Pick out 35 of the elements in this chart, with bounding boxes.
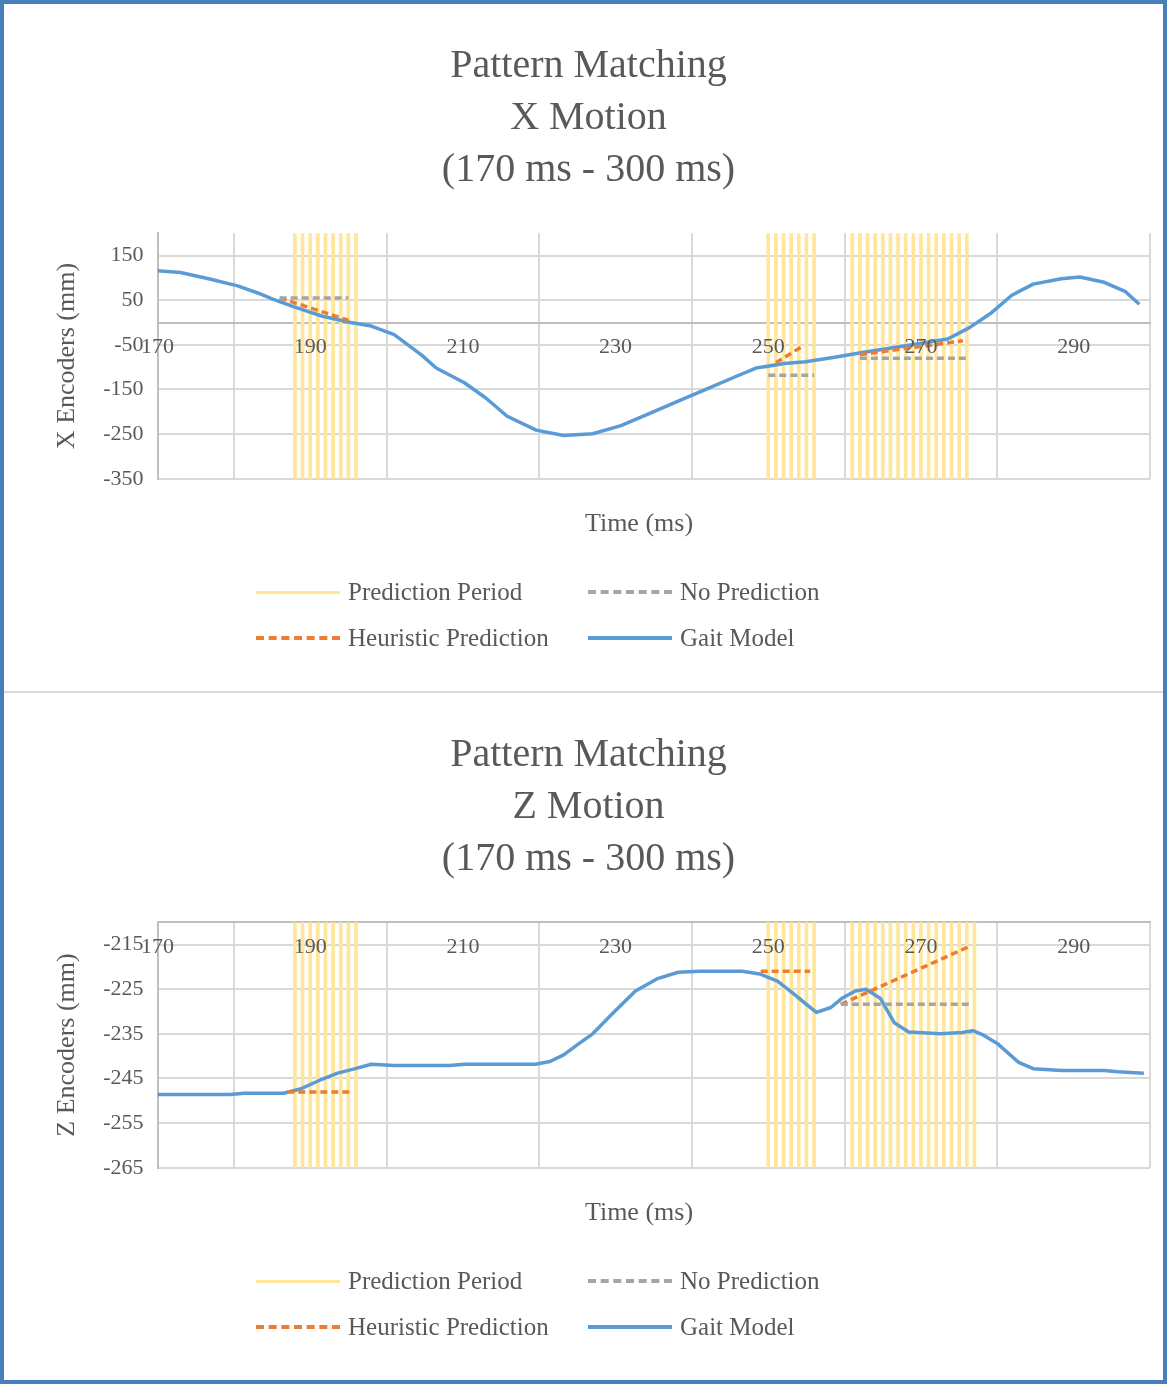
y-tick-label: -225 <box>103 974 144 1000</box>
y-tick-label: -215 <box>103 930 144 956</box>
x-tick-label: 230 <box>599 933 633 959</box>
x-tick-label: 270 <box>904 933 938 959</box>
x-tick-label: 290 <box>1057 333 1091 359</box>
legend-label: Prediction Period <box>348 1267 523 1295</box>
y-tick-label: -265 <box>103 1153 144 1179</box>
x-axis-title: Time (ms) <box>583 508 695 538</box>
y-tick-label: -245 <box>103 1064 144 1090</box>
y-tick-label: -50 <box>114 330 144 356</box>
chart-title: Pattern Matching X Motion (170 ms - 300 ms) <box>440 40 737 192</box>
legend-label: Prediction Period <box>348 578 523 606</box>
y-tick-label: 50 <box>121 285 144 311</box>
x-tick-label: 210 <box>446 333 480 359</box>
legend-label: Gait Model <box>680 624 795 652</box>
x-tick-label: 290 <box>1057 933 1091 959</box>
legend-label: Heuristic Prediction <box>348 1313 549 1341</box>
y-tick-label: 150 <box>110 241 144 267</box>
x-axis-title: Time (ms) <box>583 1197 695 1227</box>
y-tick-label: -255 <box>103 1108 144 1134</box>
legend-label: No Prediction <box>680 578 820 606</box>
y-tick-label: -350 <box>103 464 144 490</box>
y-tick-label: -150 <box>103 375 144 401</box>
legend-label: Heuristic Prediction <box>348 624 549 652</box>
y-tick-label: -250 <box>103 419 144 445</box>
x-tick-label: 230 <box>599 333 633 359</box>
legend-label: Gait Model <box>680 1313 795 1341</box>
x-tick-label: 190 <box>293 333 327 359</box>
y-axis-title: Z Encoders (mm) <box>51 953 81 1137</box>
y-axis-title: X Encoders (mm) <box>51 262 81 450</box>
legend-label: No Prediction <box>680 1267 820 1295</box>
chart-title: Pattern Matching Z Motion (170 ms - 300 ms) <box>440 729 737 881</box>
y-tick-label: -235 <box>103 1019 144 1045</box>
x-tick-label: 190 <box>293 933 327 959</box>
x-tick-label: 210 <box>446 933 480 959</box>
